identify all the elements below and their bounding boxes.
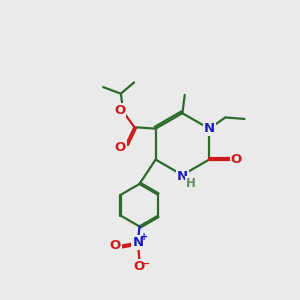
Text: O: O xyxy=(110,239,121,252)
Text: O: O xyxy=(231,153,242,166)
Text: N: N xyxy=(132,236,143,249)
Text: −: − xyxy=(141,259,150,269)
Text: N: N xyxy=(204,122,215,135)
Text: N: N xyxy=(177,170,188,183)
Text: O: O xyxy=(115,141,126,154)
Text: +: + xyxy=(140,232,148,242)
Text: O: O xyxy=(134,260,145,273)
Text: O: O xyxy=(114,104,125,117)
Text: H: H xyxy=(186,177,196,190)
